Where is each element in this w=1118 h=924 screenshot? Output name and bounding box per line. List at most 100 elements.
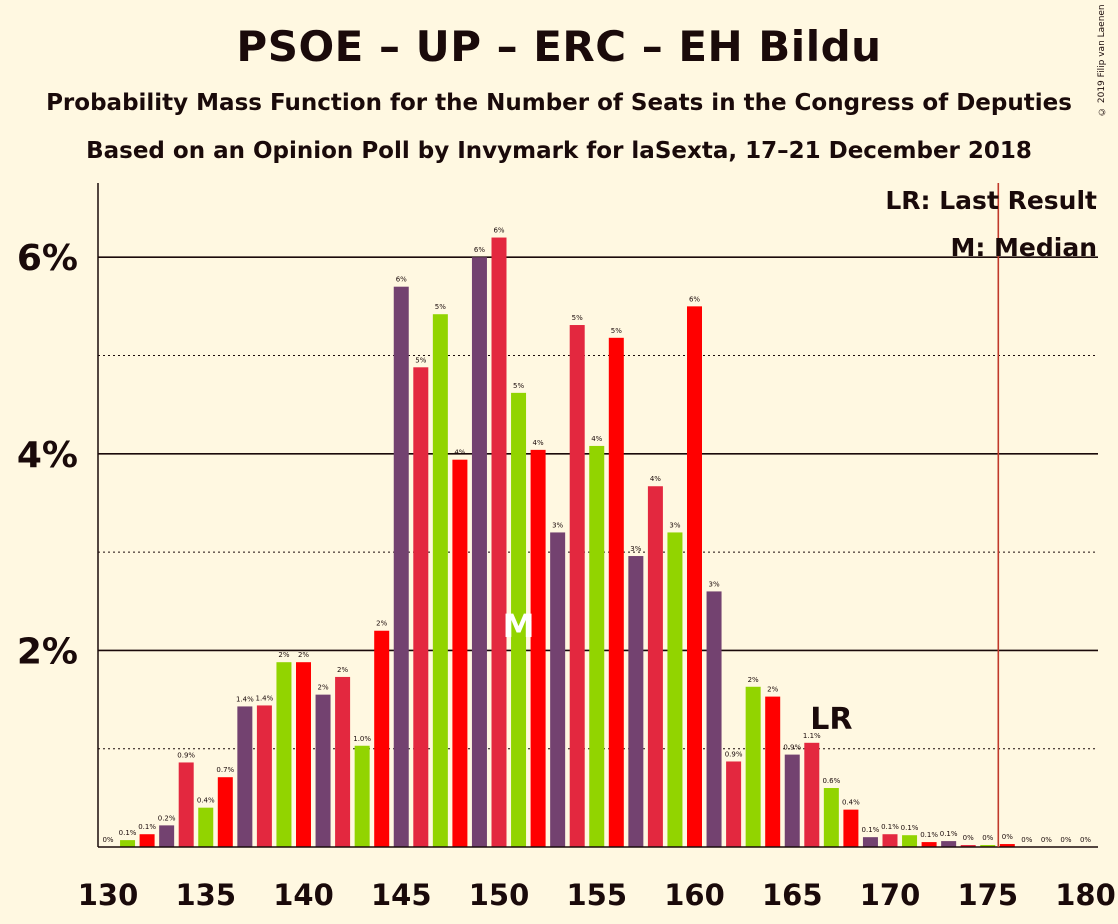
bar-label-seats-165: 0.9% xyxy=(783,744,801,752)
bar-seats-176 xyxy=(999,844,1015,847)
bar-label-seats-161: 3% xyxy=(708,580,719,588)
bar-seats-169 xyxy=(862,837,878,847)
bar-seats-172 xyxy=(921,842,937,847)
bar-seats-173 xyxy=(941,841,957,847)
bar-label-seats-164: 2% xyxy=(767,686,778,694)
bar-labels-group: 0%0.1%0.1%0.2%0.9%0.4%0.7%1.4% 1.4%2% 2%2%… xyxy=(102,227,1091,844)
axes-group xyxy=(97,183,1098,848)
bar-seats-141 xyxy=(315,694,331,847)
bar-label-seats-162: 0.9% xyxy=(725,750,743,758)
chart-title: PSOE – UP – ERC – EH Bildu xyxy=(236,22,882,71)
bar-label-seats-153: 3% xyxy=(552,521,563,529)
markers-group: M LR LR: Last Result M: Median xyxy=(503,183,1097,847)
bar-seats-138 xyxy=(256,705,272,847)
last-result-marker: LR xyxy=(810,702,852,737)
bar-label-seats-174: 0% xyxy=(963,834,974,842)
bar-seats-157 xyxy=(628,556,644,847)
bar-seats-151 xyxy=(511,392,527,847)
y-tick-label: 2% xyxy=(17,631,78,672)
bar-seats-175 xyxy=(980,845,996,847)
bar-label-seats-158: 4% xyxy=(650,475,661,483)
bar-label-seats-166: 1.1% xyxy=(803,732,821,740)
bar-seats-156 xyxy=(608,337,624,847)
bar-label-seats-131: 0.1% xyxy=(119,829,137,837)
x-tick-label: 165 xyxy=(762,878,823,912)
bar-seats-166 xyxy=(804,742,820,847)
bar-label-seats-173: 0.1% xyxy=(940,830,958,838)
x-tick-label: 155 xyxy=(566,878,627,912)
bar-seats-147 xyxy=(432,314,448,847)
bar-seats-149 xyxy=(471,257,487,847)
bar-seats-168 xyxy=(843,809,859,847)
y-tick-labels: 2% 4% 6% xyxy=(17,238,78,672)
y-tick-label: 6% xyxy=(17,238,78,279)
bar-label-seats-175: 0% xyxy=(982,834,993,842)
bar-label-seats-156: 5% xyxy=(611,327,622,335)
bar-seats-142 xyxy=(335,676,351,847)
bar-seats-171 xyxy=(902,835,918,847)
bar-label-seats-180: 0% xyxy=(1080,836,1091,844)
bar-seats-161 xyxy=(706,591,722,847)
x-tick-label: 175 xyxy=(957,878,1018,912)
bar-seats-135 xyxy=(198,807,214,847)
bar-label-seats-139: 2% xyxy=(278,651,289,659)
x-tick-labels: 130 135 140 145 150 155 160 165 170 175 180 xyxy=(78,878,1116,912)
bar-label-seats-154: 5% xyxy=(572,314,583,322)
x-tick-label: 130 xyxy=(78,878,139,912)
bar-seats-153 xyxy=(550,532,566,847)
bar-seats-148 xyxy=(452,459,468,847)
bar-label-seats-170: 0.1% xyxy=(881,823,899,831)
bar-label-seats-169: 0.1% xyxy=(862,826,880,834)
bar-label-seats-171: 0.1% xyxy=(901,824,919,832)
bar-seats-146 xyxy=(413,367,429,847)
bar-label-seats-178: 0% xyxy=(1041,836,1052,844)
x-tick-label: 135 xyxy=(175,878,236,912)
bar-seats-160 xyxy=(687,306,702,848)
x-tick-label: 170 xyxy=(860,878,921,912)
bar-label-seats-150: 6% xyxy=(493,227,504,235)
bar-label-seats-146: 5% xyxy=(415,356,426,364)
bar-label-seats-130: 0% xyxy=(102,836,113,844)
bar-seats-136 xyxy=(217,777,233,847)
bar-seats-152 xyxy=(530,449,546,847)
bar-seats-131 xyxy=(120,840,136,847)
bar-seats-170 xyxy=(882,834,898,847)
bar-label-seats-136: 0.7% xyxy=(216,766,234,774)
x-tick-label: 160 xyxy=(664,878,725,912)
chart-source: Based on an Opinion Poll by Invymark for… xyxy=(86,138,1032,164)
bar-label-seats-163: 2% xyxy=(748,676,759,684)
bar-label-seats-155: 4% xyxy=(591,435,602,443)
bar-label-seats-145: 6% xyxy=(396,276,407,284)
bar-label-seats-143: 1.0% xyxy=(353,735,371,743)
bar-label-seats-134: 0.9% xyxy=(177,751,195,759)
bar-seats-174 xyxy=(960,845,976,847)
bars-group xyxy=(120,237,1015,848)
x-tick-label: 150 xyxy=(469,878,530,912)
bar-label-seats-157: 3% xyxy=(630,545,641,553)
bar-label-seats-144: 2% xyxy=(376,620,387,628)
bar-seats-139 xyxy=(276,662,292,847)
bar-seats-158 xyxy=(647,486,663,847)
bar-label-seats-138: 1.4% xyxy=(256,694,274,702)
chart-subtitle: Probability Mass Function for the Number… xyxy=(46,90,1072,116)
bar-label-seats-152: 4% xyxy=(533,439,544,447)
bar-seats-159 xyxy=(667,532,683,847)
bar-label-seats-141: 2% xyxy=(317,684,328,692)
x-tick-label: 140 xyxy=(273,878,334,912)
bar-label-seats-159: 3% xyxy=(669,521,680,529)
x-tick-label: 145 xyxy=(371,878,432,912)
bar-label-seats-142: 2% xyxy=(337,666,348,674)
legend-last-result: LR: Last Result xyxy=(885,186,1097,215)
bar-label-seats-177: 0% xyxy=(1021,836,1032,844)
bar-label-seats-148: 4% xyxy=(454,449,465,457)
bar-label-seats-160: 6% xyxy=(689,295,700,303)
bar-seats-162 xyxy=(726,761,742,847)
bar-label-seats-140: 2% xyxy=(298,651,309,659)
bar-seats-137 xyxy=(237,706,253,847)
bar-label-seats-149: 6% xyxy=(474,246,485,254)
bar-seats-143 xyxy=(354,745,370,847)
bar-seats-140 xyxy=(296,662,311,847)
bar-seats-167 xyxy=(823,788,839,847)
bar-label-seats-133: 0.2% xyxy=(158,814,176,822)
